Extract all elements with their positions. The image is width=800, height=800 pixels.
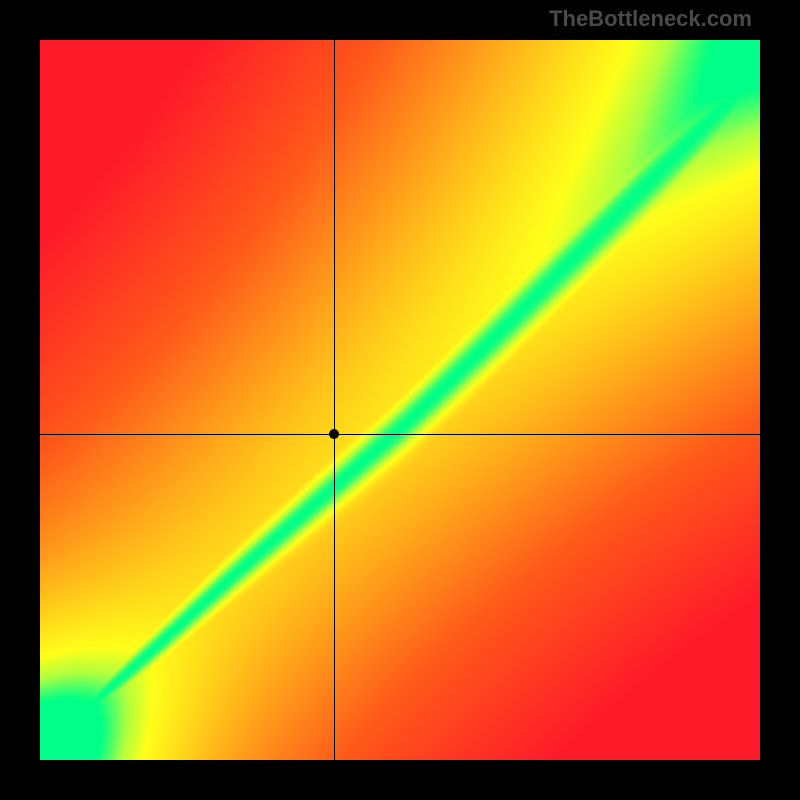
crosshair-vertical	[334, 40, 335, 760]
heatmap-chart	[40, 40, 760, 760]
marker-dot	[329, 429, 339, 439]
crosshair-horizontal	[40, 434, 760, 435]
heatmap-canvas	[40, 40, 760, 760]
watermark-text: TheBottleneck.com	[549, 6, 752, 32]
